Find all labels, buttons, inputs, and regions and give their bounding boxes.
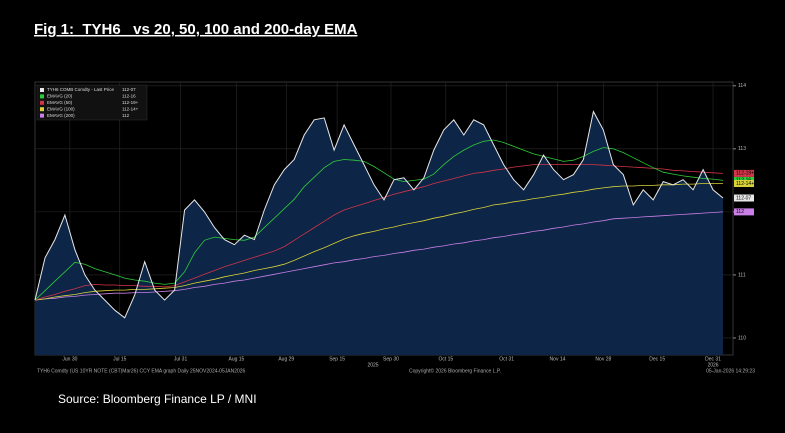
legend-value: 112-16 [122,94,136,99]
chart-title: Fig 1: TYH6 vs 20, 50, 100 and 200-day E… [34,21,358,38]
legend-box [36,84,148,121]
y-tick-label: 110 [738,335,746,341]
last-value-label: 112 [736,209,744,215]
x-tick-label: Oct 31 [499,356,514,362]
series-line [34,164,724,301]
last-value-label: 112-19+ [736,171,754,177]
footer-right: 05-Jan-2026 14:29:23 [706,368,755,374]
legend-value: 112 [122,113,130,118]
legend-swatch [40,88,44,92]
legend-swatch [40,107,44,112]
last-value-tag [734,194,754,202]
price-area [35,111,723,355]
y-tick-label: 114 [738,83,746,89]
series-line [34,110,724,319]
series-line [34,183,723,301]
last-value-label: 112-14+ [736,181,754,187]
year-label: 2026 [707,362,718,368]
last-value-tag [734,180,754,188]
x-tick-label: Jul 31 [174,356,188,362]
legend-value: 112-14+ [122,106,139,111]
x-tick-label: Oct 15 [438,356,453,362]
footer-center: Copyright© 2026 Bloomberg Finance L.P. [409,367,501,374]
legend-label: EMAVG (100) [47,106,75,111]
x-tick-label: Sep 30 [383,356,399,362]
legend-label: EMAVG (50) [47,100,73,105]
series-line [34,211,724,301]
x-tick-label: Jul 15 [113,356,127,362]
legend-label: EMAVG (20) [47,94,73,99]
last-value-tag [734,208,754,216]
legend-swatch [40,94,44,99]
y-tick-label: 113 [738,146,746,152]
x-tick-label: Aug 29 [278,356,294,362]
x-tick-label: Nov 14 [550,356,566,362]
x-tick-label: Aug 15 [228,356,244,362]
legend-swatch [40,113,44,118]
legend-value: 112-19+ [122,100,139,105]
last-value-tag [734,169,754,177]
legend-label: EMAVG (200) [47,113,75,118]
legend: TYH6 COMB Comdty - Last Price 112-07 EMAVG… [36,84,148,121]
x-tick-label: Nov 28 [595,356,611,362]
source: Source: Bloomberg Finance LP / MNI [58,392,257,406]
x-tick-label: Jun 30 [62,356,77,362]
y-tick-label: 111 [738,272,746,278]
footer-left: TYH6 Comdty (US 10YR NOTE (CBT)Mar26) CC… [37,368,246,374]
x-tick-label: Sep 15 [329,356,345,362]
x-tick-label: Dec 15 [649,356,665,362]
legend-value: 112-07 [122,87,136,92]
legend-label: TYH6 COMB Comdty - Last Price [47,87,115,92]
year-label: 2025 [367,362,378,368]
x-tick-label: Dec 31 [705,356,721,362]
legend-swatch [40,100,44,105]
last-value-label: 112-07 [736,195,751,201]
